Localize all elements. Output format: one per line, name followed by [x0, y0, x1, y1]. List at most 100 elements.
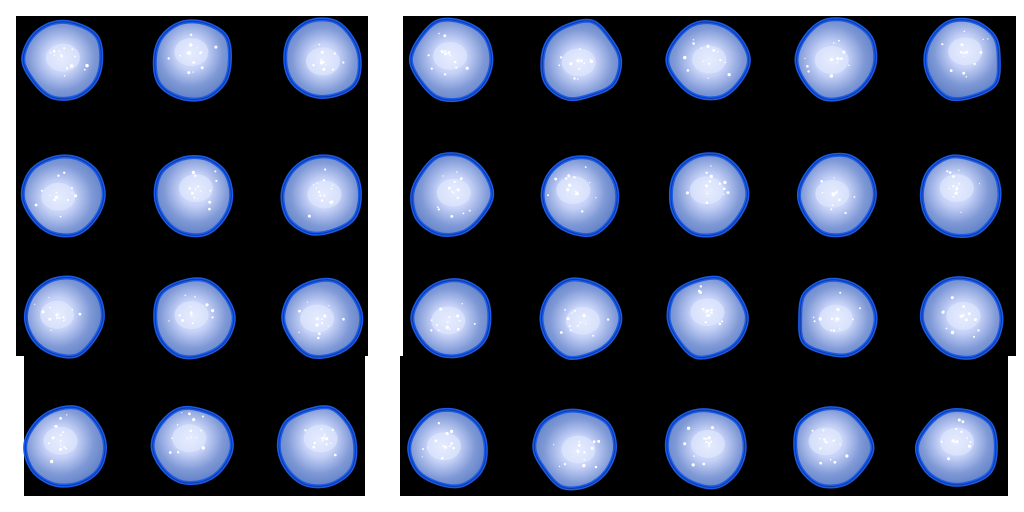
sparkle-dot	[838, 39, 840, 42]
sparkle-dot	[312, 445, 316, 449]
orb-icon	[153, 154, 234, 238]
sparkle-dot	[49, 194, 51, 196]
sparkle-dot	[422, 448, 424, 450]
sparkle-dot	[703, 437, 706, 440]
orb-glow	[41, 182, 76, 211]
sparkle-dot	[699, 285, 703, 288]
orb-sprite-frame	[406, 273, 496, 363]
sparkle-dot	[453, 180, 456, 184]
sparkle-dot	[957, 418, 961, 422]
sparkle-dot	[320, 58, 323, 61]
sparkle-dot	[189, 306, 191, 308]
sparkle-dot	[441, 456, 444, 460]
sparkle-dot	[342, 61, 345, 64]
sparkle-dot	[323, 61, 326, 64]
sparkle-dot	[845, 454, 849, 458]
sparkle-dot	[584, 166, 587, 168]
sparkle-dot	[987, 38, 989, 40]
sparkle-dot	[946, 170, 949, 173]
orb-icon	[540, 18, 623, 102]
sparkle-dot	[704, 321, 707, 324]
sparkle-dot	[71, 192, 73, 194]
sparkle-dot	[581, 210, 584, 213]
sparkle-dot	[69, 64, 74, 68]
sparkle-dot	[194, 174, 197, 177]
orb-icon	[665, 20, 751, 101]
sparkle-dot	[322, 179, 326, 182]
sparkle-dot	[701, 308, 705, 311]
sparkle-dot	[566, 317, 568, 320]
orb-sprite-frame	[19, 150, 109, 240]
orb-icon	[283, 17, 362, 99]
orb-icon	[23, 405, 108, 488]
sparkle-dot	[194, 188, 197, 190]
sparkle-dot	[197, 185, 200, 188]
sparkle-dot	[318, 43, 321, 46]
sparkle-dot	[59, 434, 62, 437]
sparkle-dot	[465, 66, 469, 70]
orb-sprite-frame	[148, 150, 238, 240]
orb-sprite-frame	[406, 15, 496, 105]
sparkle-dot	[807, 70, 810, 73]
sparkle-dot	[819, 447, 822, 450]
sparkle-dot	[833, 177, 835, 179]
sparkle-dot	[973, 62, 976, 66]
sparkle-dot	[820, 180, 823, 183]
sparkle-dot	[211, 316, 214, 319]
orb-icon	[152, 19, 232, 102]
sparkle-dot	[209, 189, 212, 192]
orb-glow	[556, 176, 591, 205]
orb-sprite-frame	[663, 273, 753, 363]
sparkle-dot	[718, 182, 722, 185]
sparkle-dot	[455, 66, 458, 69]
sparkle-dot	[323, 433, 326, 436]
orb-sprite-frame	[277, 150, 367, 240]
sparkle-dot	[298, 309, 301, 313]
orb-icon	[540, 155, 620, 238]
sparkle-dot	[447, 321, 449, 323]
sparkle-dot	[205, 303, 209, 307]
sparkle-dot	[62, 431, 65, 434]
orb-glow	[565, 306, 600, 335]
sparkle-dot	[582, 313, 586, 318]
sparkle-dot	[200, 429, 203, 432]
sparkle-dot	[318, 332, 321, 335]
sparkle-dot	[65, 447, 68, 450]
sparkle-dot	[196, 47, 198, 49]
sparkle-dot	[567, 174, 571, 178]
sparkle-dot	[818, 437, 821, 440]
sparkle-dot	[962, 313, 965, 316]
sparkle-dot	[973, 318, 977, 322]
sparkle-dot	[60, 53, 62, 56]
orb-sprite-frame	[277, 15, 367, 105]
sparkle-dot	[836, 307, 840, 312]
sparkle-dot	[710, 308, 713, 312]
sparkle-dot	[66, 414, 68, 416]
sparkle-dot	[456, 188, 460, 192]
sparkle-dot	[691, 463, 695, 467]
orb-icon	[280, 154, 363, 236]
sparkle-dot	[53, 425, 55, 427]
sparkle-dot	[832, 194, 834, 196]
sparkle-dot	[955, 427, 958, 431]
sparkle-dot	[447, 186, 451, 190]
sparkle-dot	[832, 439, 835, 442]
sparkle-dot	[59, 440, 62, 442]
sparkle-dot	[201, 446, 205, 450]
sparkle-dot	[54, 424, 58, 428]
sparkle-dot	[683, 55, 687, 60]
orb-icon	[281, 277, 364, 359]
sparkle-dot	[835, 317, 840, 321]
sparkle-dot	[573, 309, 576, 312]
sparkle-dot	[430, 329, 433, 332]
orb-sprite-frame	[19, 273, 109, 363]
sparkle-dot	[829, 458, 832, 461]
sparkle-dot	[456, 171, 458, 173]
sparkle-dot	[444, 50, 447, 53]
sparkle-dot	[566, 188, 570, 192]
orb-icon	[914, 408, 998, 487]
sparkle-dot	[705, 437, 708, 440]
sparkle-dot	[818, 317, 822, 321]
sparkle-dot	[686, 69, 690, 72]
sparkle-dot	[965, 50, 968, 54]
